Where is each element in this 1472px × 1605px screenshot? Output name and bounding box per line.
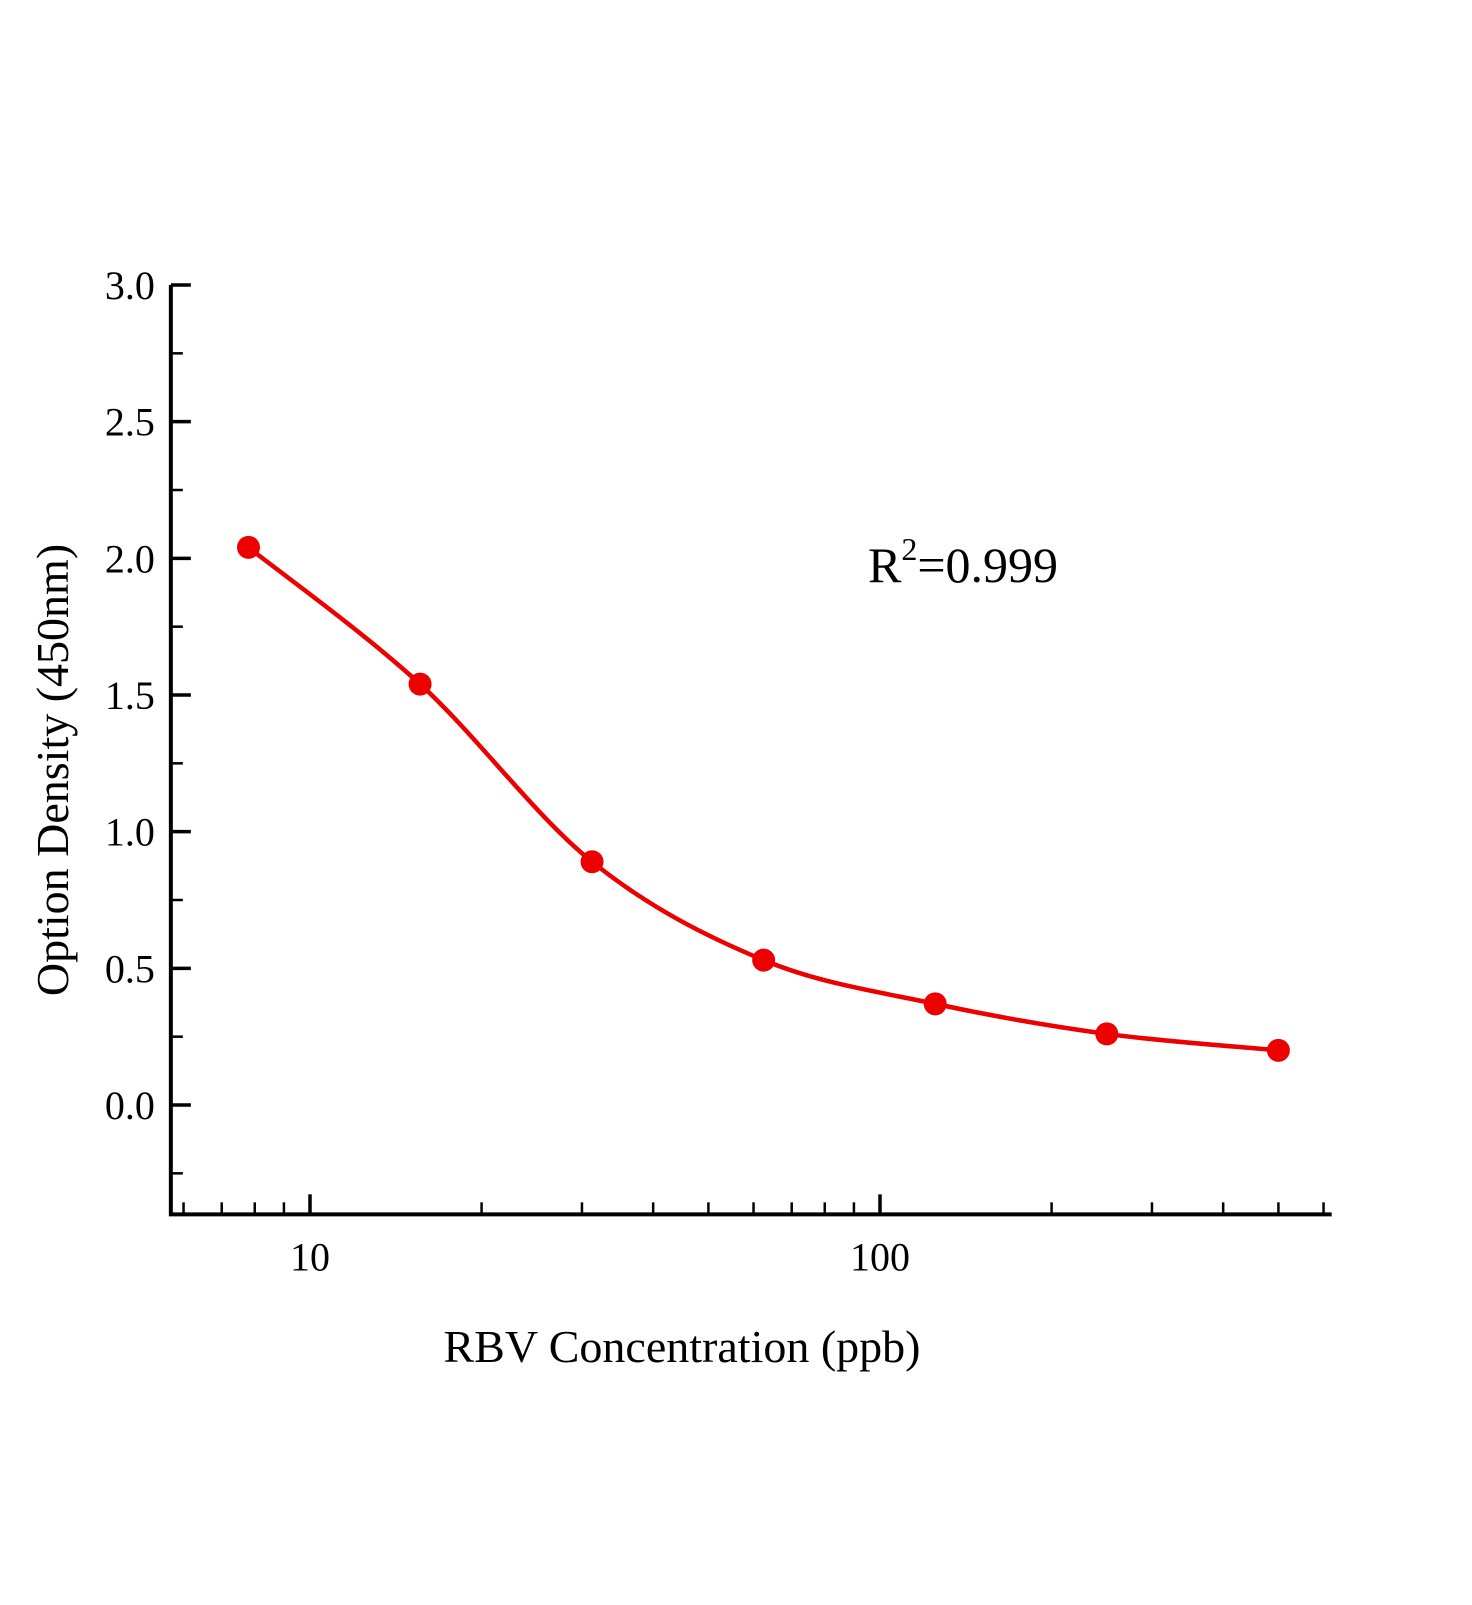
- y-tick-label: 3.0: [105, 263, 155, 308]
- data-point: [408, 672, 432, 696]
- y-tick-label: 2.5: [105, 400, 155, 445]
- y-axis-title: Option Density (450nm): [27, 544, 78, 996]
- r-squared-value: =0.999: [917, 537, 1058, 593]
- y-tick-label: 0.0: [105, 1083, 155, 1128]
- r-squared-annotation: R2=0.999: [868, 531, 1058, 593]
- y-tick-label: 2.0: [105, 536, 155, 581]
- data-point: [923, 992, 947, 1016]
- y-tick-label: 0.5: [105, 946, 155, 991]
- data-point: [1266, 1038, 1290, 1062]
- plot-area: 0.0 0.5 1.0 1.5 2.0 2.5 3.0 10 100: [105, 263, 1332, 1279]
- data-point: [752, 948, 776, 972]
- data-point: [1095, 1022, 1119, 1046]
- r-squared-superscript: 2: [901, 531, 917, 567]
- data-point: [580, 850, 604, 874]
- y-tick-label: 1.5: [105, 673, 155, 718]
- fit-curve: [246, 545, 1281, 1053]
- x-tick-label: 10: [290, 1234, 330, 1279]
- data-point: [236, 535, 260, 559]
- y-tick-label: 1.0: [105, 810, 155, 855]
- axis-frame: [168, 285, 1332, 1217]
- x-tick-label: 100: [850, 1234, 910, 1279]
- x-axis-title: RBV Concentration (ppb): [444, 1321, 921, 1372]
- r-squared-base: R: [868, 537, 902, 593]
